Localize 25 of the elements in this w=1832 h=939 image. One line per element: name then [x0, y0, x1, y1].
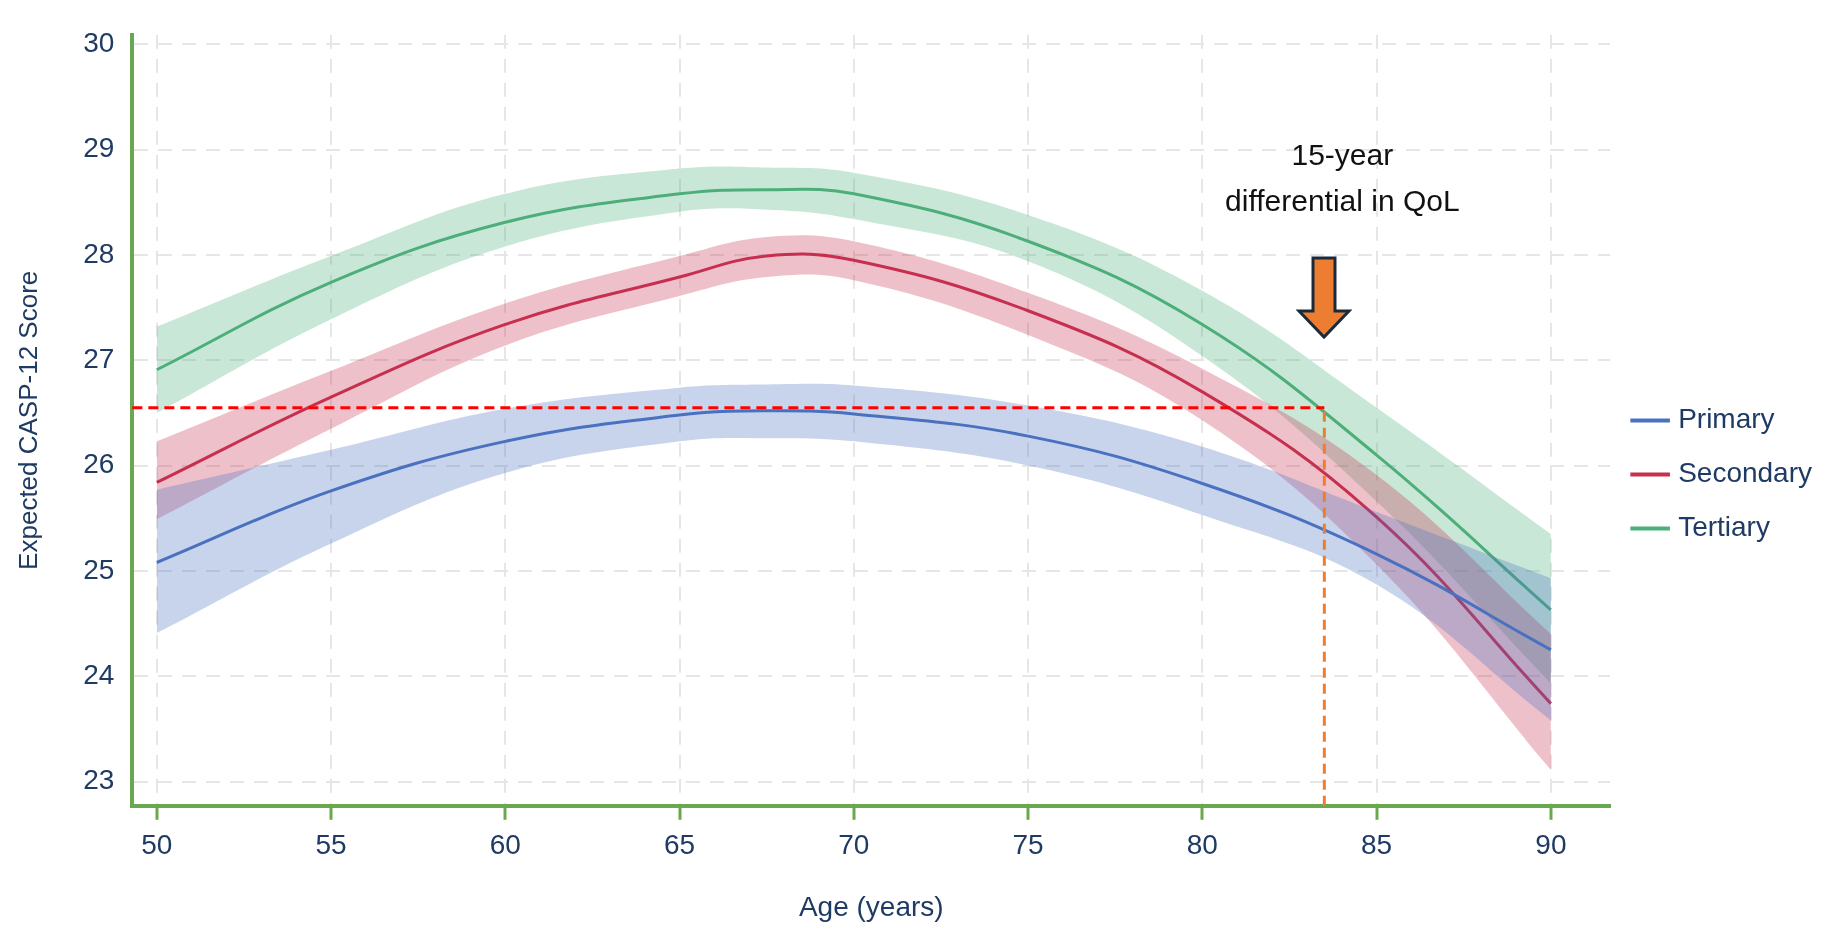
line-series: [155, 409, 1553, 652]
x-tick-label: 75: [1012, 829, 1044, 861]
legend-label: Primary: [1678, 403, 1775, 435]
x-tick-label: 90: [1535, 829, 1567, 861]
y-tick-label: 28: [83, 237, 115, 269]
y-axis-title: Expected CASP-12 Score: [12, 270, 43, 570]
y-tick-label: 24: [83, 658, 115, 690]
x-tick-label: 70: [838, 829, 870, 861]
x-tick-label: 80: [1186, 829, 1218, 861]
y-tick-label: 25: [83, 553, 115, 585]
y-tick-label: 29: [83, 132, 115, 164]
x-tick-label: 65: [663, 829, 696, 861]
line-series: [155, 187, 1553, 612]
x-tick-label: 60: [489, 829, 521, 861]
x-axis-title: Age (years): [798, 890, 944, 922]
x-tick-label: 50: [141, 829, 173, 861]
legend-label: Secondary: [1678, 457, 1813, 489]
x-tick-label: 85: [1361, 829, 1393, 861]
legend-label: Tertiary: [1678, 511, 1770, 543]
y-tick-label: 23: [83, 764, 115, 796]
x-tick-label: 55: [315, 829, 347, 861]
y-tick-label: 26: [83, 448, 115, 480]
y-tick-label: 30: [83, 27, 115, 58]
annotation: 15-year differential in QoL: [1225, 138, 1460, 218]
y-tick-label: 27: [83, 342, 115, 374]
